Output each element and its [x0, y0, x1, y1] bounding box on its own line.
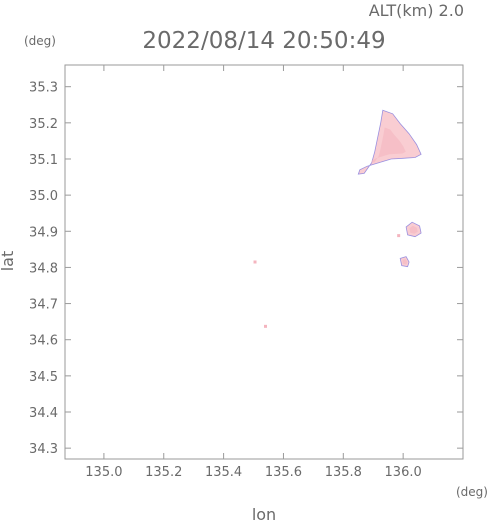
- y-axis-title: lat: [0, 251, 17, 272]
- y-tick-label: 34.3: [29, 442, 58, 457]
- x-axis-title: lon: [252, 505, 276, 521]
- x-tick-label: 135.6: [265, 465, 302, 480]
- y-tick-label: 34.8: [29, 261, 58, 276]
- x-tick-label: 135.0: [85, 465, 122, 480]
- y-unit-label: (deg): [24, 34, 56, 48]
- x-unit-label: (deg): [456, 485, 488, 499]
- x-tick-label: 135.4: [205, 465, 242, 480]
- y-tick-label: 34.4: [29, 406, 58, 421]
- plot-frame: [64, 64, 464, 460]
- y-tick-label: 35.2: [29, 117, 58, 132]
- y-tick-label: 34.5: [29, 370, 58, 385]
- x-tick-label: 135.2: [145, 465, 182, 480]
- echo-core: [371, 127, 406, 163]
- y-tick-label: 34.7: [29, 298, 58, 313]
- y-tick-label: 35.1: [29, 153, 58, 168]
- y-tick-label: 34.6: [29, 334, 58, 349]
- y-tick-label: 35.3: [29, 81, 58, 96]
- echo-speck: [397, 234, 401, 238]
- x-tick-label: 136.0: [385, 465, 422, 480]
- x-axis: 135.0 135.2 135.4 135.6 135.8 136.0: [85, 65, 422, 480]
- echo-speck: [253, 260, 257, 264]
- y-axis: 34.3 34.4 34.5 34.6 34.7 34.8 34.9 35.0 35.1 35.2…: [29, 81, 463, 457]
- echo-layer: [253, 109, 422, 328]
- x-tick-label: 135.8: [325, 465, 362, 480]
- chart-subtitle: ALT(km) 2.0: [369, 1, 464, 20]
- chart-title: 2022/08/14 20:50:49: [142, 28, 385, 54]
- echo-core: [409, 225, 418, 234]
- echo-core: [402, 259, 408, 265]
- y-tick-label: 34.9: [29, 225, 58, 240]
- echo-speck: [263, 324, 267, 328]
- y-tick-label: 35.0: [29, 189, 58, 204]
